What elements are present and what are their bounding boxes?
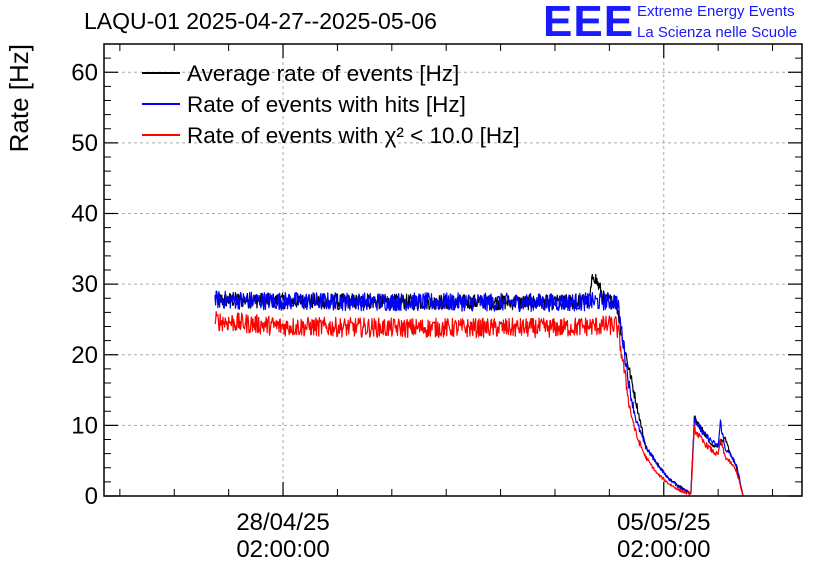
x-tick-label-date: 28/04/25 [236,509,329,536]
y-tick-label: 60 [71,59,98,86]
y-tick-label: 40 [71,201,98,228]
eee-logo: EEE [543,0,635,46]
legend-label-hits: Rate of events with hits [Hz] [187,92,466,117]
y-tick-label: 50 [71,130,98,157]
chart-title: LAQU-01 2025-04-27--2025-05-06 [84,8,437,34]
y-tick-label: 20 [71,342,98,369]
legend-label-avg: Average rate of events [Hz] [187,61,459,86]
y-tick-label: 10 [71,412,98,439]
x-tick-label-time: 02:00:00 [617,536,710,563]
series-line-avg [214,273,744,497]
series-lines [214,273,744,497]
axis-labels: 010203040506028/04/2502:00:0005/05/2502:… [71,59,710,563]
logo-line-la-scienza: La Scienza nelle Scuole [637,24,798,41]
y-axis-label: Rate [Hz] [4,44,34,152]
series-line-hits [214,290,744,496]
x-tick-label-time: 02:00:00 [236,536,329,563]
x-tick-label-date: 05/05/25 [617,509,710,536]
y-tick-label: 0 [85,483,98,510]
logo-line-extreme-energy-events: Extreme Energy Events [637,3,795,20]
grid-lines [104,44,802,496]
legend-label-chi: Rate of events with χ² < 10.0 [Hz] [187,123,520,148]
axis-ticks [104,44,802,497]
series-line-chi [214,310,744,496]
y-tick-label: 30 [71,271,98,298]
legend: Average rate of events [Hz] Rate of event… [142,61,520,148]
